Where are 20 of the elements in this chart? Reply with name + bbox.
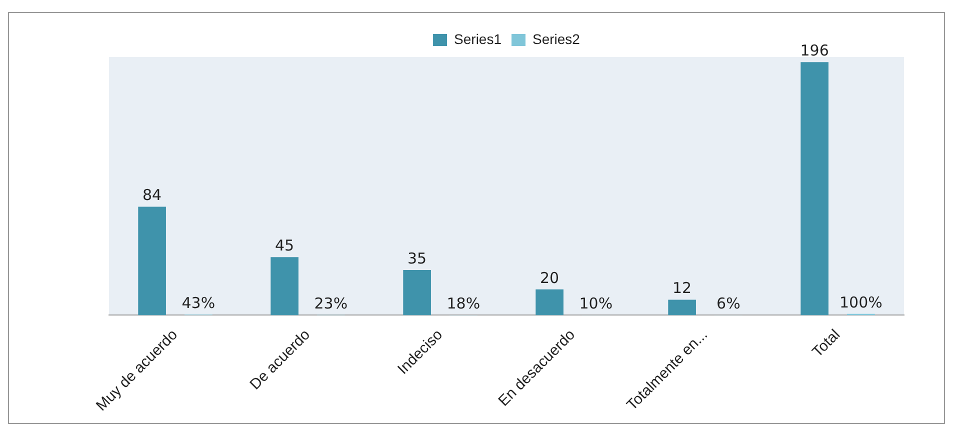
bar — [536, 289, 564, 316]
data-label: 84 — [142, 186, 162, 204]
data-label: 35 — [408, 249, 427, 268]
data-label: 45 — [275, 236, 294, 255]
data-label: 23% — [314, 294, 348, 312]
legend-label: Series2 — [532, 30, 580, 47]
data-label: 196 — [800, 42, 829, 60]
bar — [800, 62, 828, 316]
bar — [270, 257, 298, 316]
bar — [138, 206, 166, 316]
legend-label: Series1 — [454, 30, 502, 47]
bar — [403, 270, 431, 316]
data-label: 6% — [716, 294, 740, 313]
data-label: 43% — [182, 294, 216, 312]
data-label: 10% — [579, 294, 613, 312]
data-label: 12 — [672, 279, 692, 298]
data-label: 100% — [839, 293, 882, 312]
bar — [668, 300, 696, 316]
data-label: 20 — [540, 268, 560, 287]
data-label: 18% — [446, 294, 480, 312]
